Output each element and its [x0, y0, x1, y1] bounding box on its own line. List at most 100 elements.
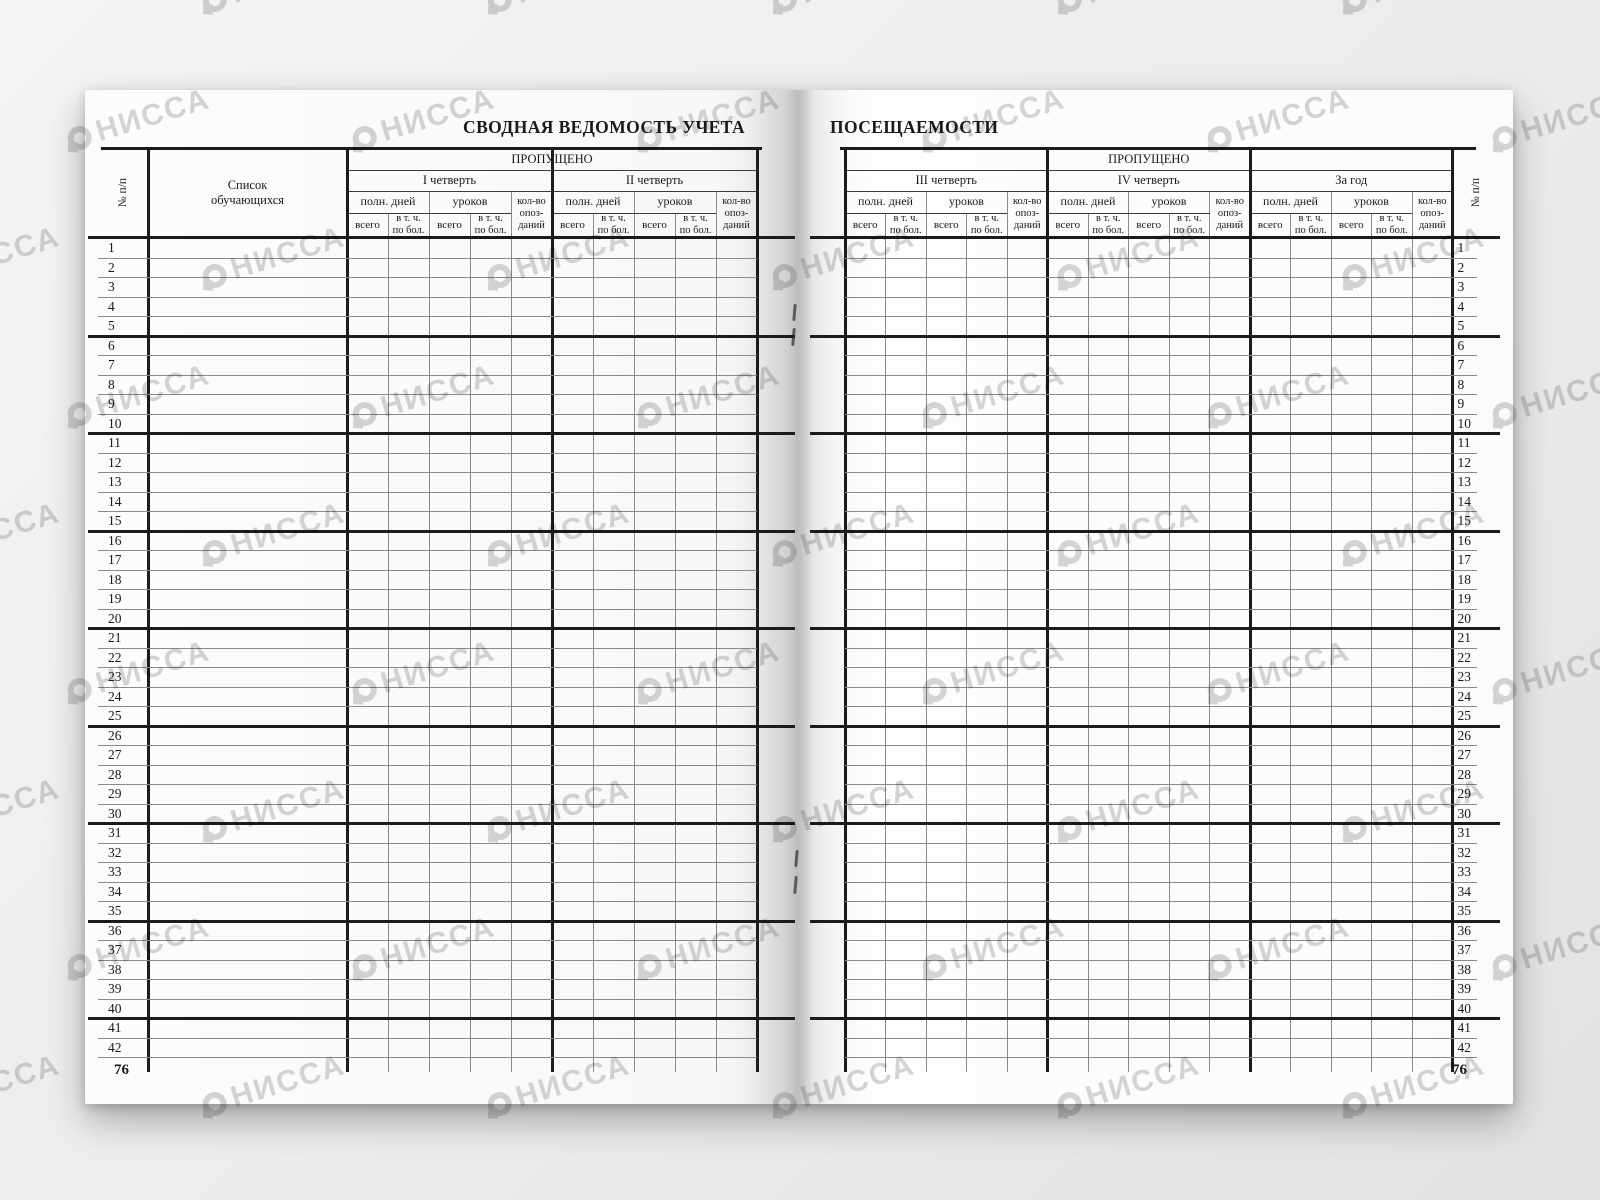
total-header: всего [926, 213, 967, 237]
row-number: 30 [108, 805, 122, 821]
sick-leave-header-line: в т. ч. [478, 213, 503, 224]
total-header: всего [1250, 213, 1291, 237]
row-number: 2 [108, 259, 115, 275]
grid-line [1168, 213, 1170, 1072]
quarter-header: II четверть [552, 170, 757, 191]
full-days-header: полн. дней [347, 191, 429, 213]
grid-line [98, 1057, 757, 1058]
open-journal [85, 90, 1513, 1104]
total-header-text: всего [642, 218, 667, 231]
grid-line [88, 724, 795, 728]
lateness-header-line: опоз- [724, 207, 749, 219]
row-number-header-text: № п/п [1469, 177, 1482, 208]
sick-leave-header-text: в т. ч. по бол. [598, 213, 630, 237]
row-number: 17 [108, 552, 122, 568]
sick-leave-header-text: в т. ч. по бол. [1173, 213, 1205, 237]
grid-line [146, 148, 150, 1072]
grid-line [845, 277, 1477, 278]
grid-line [810, 334, 1500, 338]
sick-leave-header-text: в т. ч. по бол. [1295, 213, 1327, 237]
sick-leave-header-line: в т. ч. [1095, 213, 1121, 224]
full-days-header: полн. дней [1250, 191, 1331, 213]
grid-line [845, 257, 1477, 259]
grid-line [1371, 213, 1372, 1072]
row-number: 22 [108, 649, 122, 665]
quarter-header-text: IV четверть [1117, 173, 1180, 188]
sick-leave-header: в т. ч. по бол. [470, 213, 511, 237]
grid-line [98, 472, 757, 473]
students-list-header-line: Список [227, 178, 268, 193]
row-number: 16 [108, 532, 122, 548]
lateness-header-line: опоз- [519, 207, 544, 219]
quarter-header: I четверть [347, 170, 552, 191]
grid-line [98, 881, 757, 883]
row-number: 38 [108, 961, 122, 977]
grid-line [98, 764, 757, 766]
row-number: 20 [1457, 610, 1472, 626]
row-number: 16 [1457, 532, 1472, 548]
grid-line [845, 686, 1477, 688]
row-number: 2 [1457, 259, 1465, 275]
sick-leave-header: в т. ч. по бол. [388, 213, 429, 237]
grid-line [845, 608, 1477, 610]
grid-line [98, 608, 757, 610]
grid-line [387, 213, 389, 1072]
grid-line [1087, 213, 1089, 1072]
sick-leave-header-line: в т. ч. [601, 213, 626, 224]
grid-line [98, 901, 757, 902]
lateness-header-text: кол-во опоз-даний [722, 196, 751, 232]
row-number: 1 [1457, 240, 1465, 256]
row-number: 4 [108, 298, 115, 314]
grid-line [88, 627, 795, 630]
row-number: 12 [108, 454, 122, 470]
missed-header: ПРОПУЩЕНО [845, 148, 1453, 170]
row-number: 6 [1457, 337, 1465, 353]
lessons-header-text: уроков [1354, 194, 1389, 209]
row-number: 22 [1457, 649, 1472, 665]
row-number: 29 [1457, 786, 1472, 802]
total-header: всего [845, 213, 886, 237]
lateness-header-line: опоз- [1420, 207, 1445, 219]
sick-leave-header-text: в т. ч. по бол. [393, 213, 425, 237]
row-number: 41 [1457, 1020, 1472, 1036]
grid-line [88, 334, 795, 338]
grid-line [845, 647, 1477, 649]
grid-line [845, 452, 1477, 454]
row-number: 14 [1457, 493, 1472, 509]
full-days-header-text: полн. дней [1263, 194, 1318, 209]
grid-line [674, 213, 676, 1072]
grid-line [88, 1017, 795, 1020]
grid-line [1209, 191, 1210, 1072]
total-header-text: всего [355, 218, 380, 231]
lateness-header: кол-во опоз-даний [511, 191, 552, 237]
grid-line [1451, 148, 1454, 1072]
grid-line [88, 919, 795, 923]
total-header-text: всего [933, 218, 959, 231]
lessons-header-text: уроков [657, 194, 693, 209]
students-list-header: Список обучающихся [148, 148, 347, 237]
total-header: всего [1048, 213, 1089, 237]
grid-line [98, 355, 757, 356]
lateness-header: кол-во опоз-даний [1007, 191, 1048, 237]
grid-line [98, 803, 757, 805]
row-number: 20 [108, 610, 122, 626]
row-number: 40 [108, 1000, 122, 1016]
lessons-header: уроков [926, 191, 1007, 213]
lessons-header-text: уроков [949, 194, 984, 209]
grid-line [1128, 191, 1129, 1072]
row-number: 34 [1457, 883, 1472, 899]
quarter-header: IV четверть [1048, 170, 1251, 191]
grid-line [845, 862, 1477, 863]
grid-line [88, 529, 795, 533]
row-number: 28 [1457, 766, 1472, 782]
row-number: 26 [108, 727, 122, 743]
row-number: 26 [1457, 727, 1472, 743]
row-number: 5 [108, 318, 115, 334]
row-number-header: № п/п [1453, 148, 1501, 237]
lateness-header-line: даний [518, 220, 545, 232]
total-header-text: всего [1338, 218, 1364, 231]
row-number: 25 [1457, 708, 1472, 724]
row-number: 8 [108, 376, 115, 392]
grid-line [810, 1017, 1500, 1020]
